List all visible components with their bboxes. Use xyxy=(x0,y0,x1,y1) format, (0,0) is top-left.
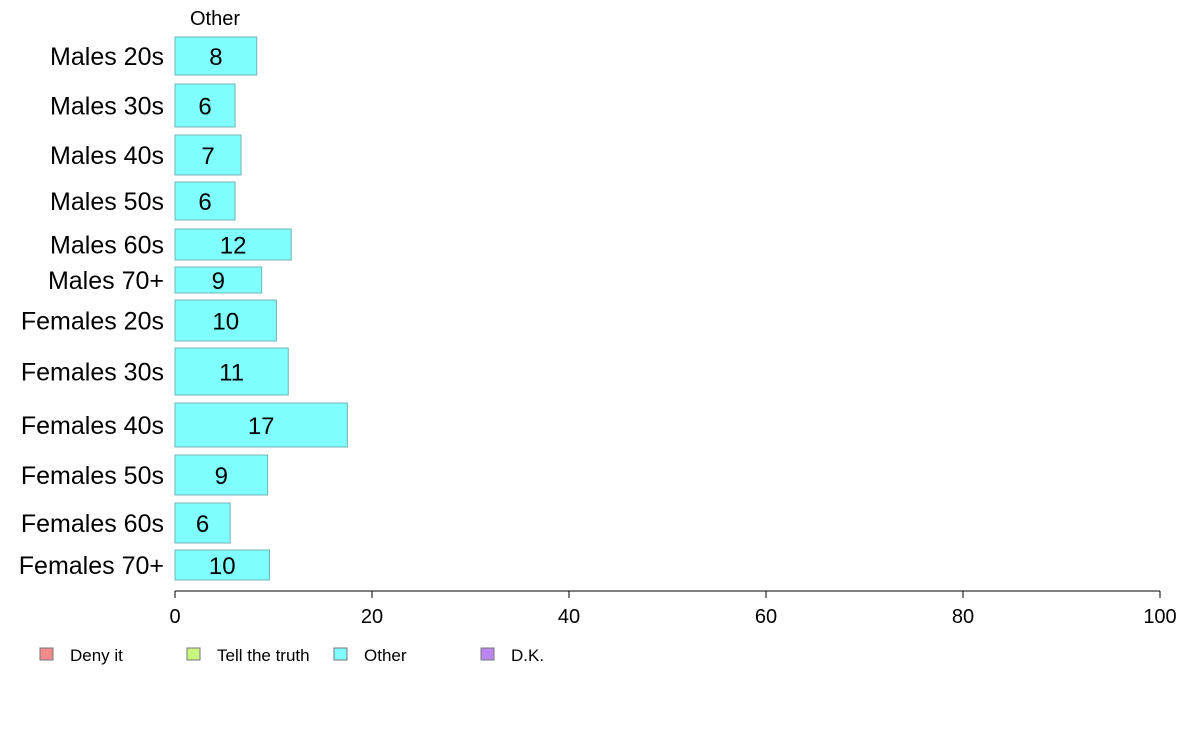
category-label: Females 30s xyxy=(21,359,164,387)
legend-swatch xyxy=(480,647,495,661)
category-label: Females 20s xyxy=(21,308,164,336)
bar-value-label: 9 xyxy=(215,463,228,490)
legend-swatch xyxy=(186,647,201,661)
x-tick-label: 0 xyxy=(169,606,180,628)
x-axis: 0 20 40 60 80 100 xyxy=(169,590,1177,628)
legend-swatch xyxy=(39,647,54,661)
bars-group: Males 20s 8 Males 30s 6 Males 40s 7 Males 50s 6… xyxy=(19,36,348,581)
x-tick-label: 80 xyxy=(952,606,974,628)
category-label: Females 50s xyxy=(21,462,164,490)
bar-other xyxy=(174,266,263,294)
bar-value-label: 8 xyxy=(209,44,222,71)
bar-value-label: 6 xyxy=(198,189,211,216)
x-tick-label: 20 xyxy=(361,606,383,628)
category-label: Males 30s xyxy=(50,93,164,121)
bar-value-label: 11 xyxy=(219,360,244,387)
bar-other xyxy=(174,347,289,396)
panel-label: Other xyxy=(190,8,240,30)
legend: Deny it Tell the truth Other D.K. xyxy=(39,646,544,665)
legend-swatch xyxy=(333,647,348,661)
category-label: Males 50s xyxy=(50,188,164,216)
category-label: Males 40s xyxy=(50,142,164,170)
bar-value-label: 10 xyxy=(212,309,239,336)
bar-value-label: 6 xyxy=(198,94,211,121)
bar-other xyxy=(174,402,348,448)
legend-label: Tell the truth xyxy=(217,646,310,665)
x-tick-label: 100 xyxy=(1143,606,1176,628)
bar-value-label: 6 xyxy=(196,511,209,538)
category-label: Males 60s xyxy=(50,232,164,260)
bar-other xyxy=(174,502,231,544)
category-label: Females 60s xyxy=(21,510,164,538)
category-label: Males 70+ xyxy=(48,267,164,295)
x-tick-label: 60 xyxy=(755,606,777,628)
bar-value-label: 7 xyxy=(201,143,214,170)
legend-label: Other xyxy=(364,646,407,665)
bar-other xyxy=(174,549,271,581)
category-label: Females 40s xyxy=(21,412,164,440)
category-label: Males 20s xyxy=(50,43,164,71)
bar-value-label: 12 xyxy=(220,233,247,260)
bar-other xyxy=(174,134,242,176)
x-tick-label: 40 xyxy=(558,606,580,628)
legend-label: Deny it xyxy=(70,646,123,665)
bar-other xyxy=(174,454,269,496)
bar-other xyxy=(174,36,258,76)
bar-other xyxy=(174,228,292,261)
bar-value-label: 9 xyxy=(212,268,225,295)
bar-other xyxy=(174,181,236,221)
bar-other xyxy=(174,299,277,342)
legend-label: D.K. xyxy=(511,646,544,665)
bar-value-label: 17 xyxy=(248,413,275,440)
bar-other xyxy=(174,83,236,128)
bar-value-label: 10 xyxy=(209,553,236,580)
category-label: Females 70+ xyxy=(19,552,164,580)
